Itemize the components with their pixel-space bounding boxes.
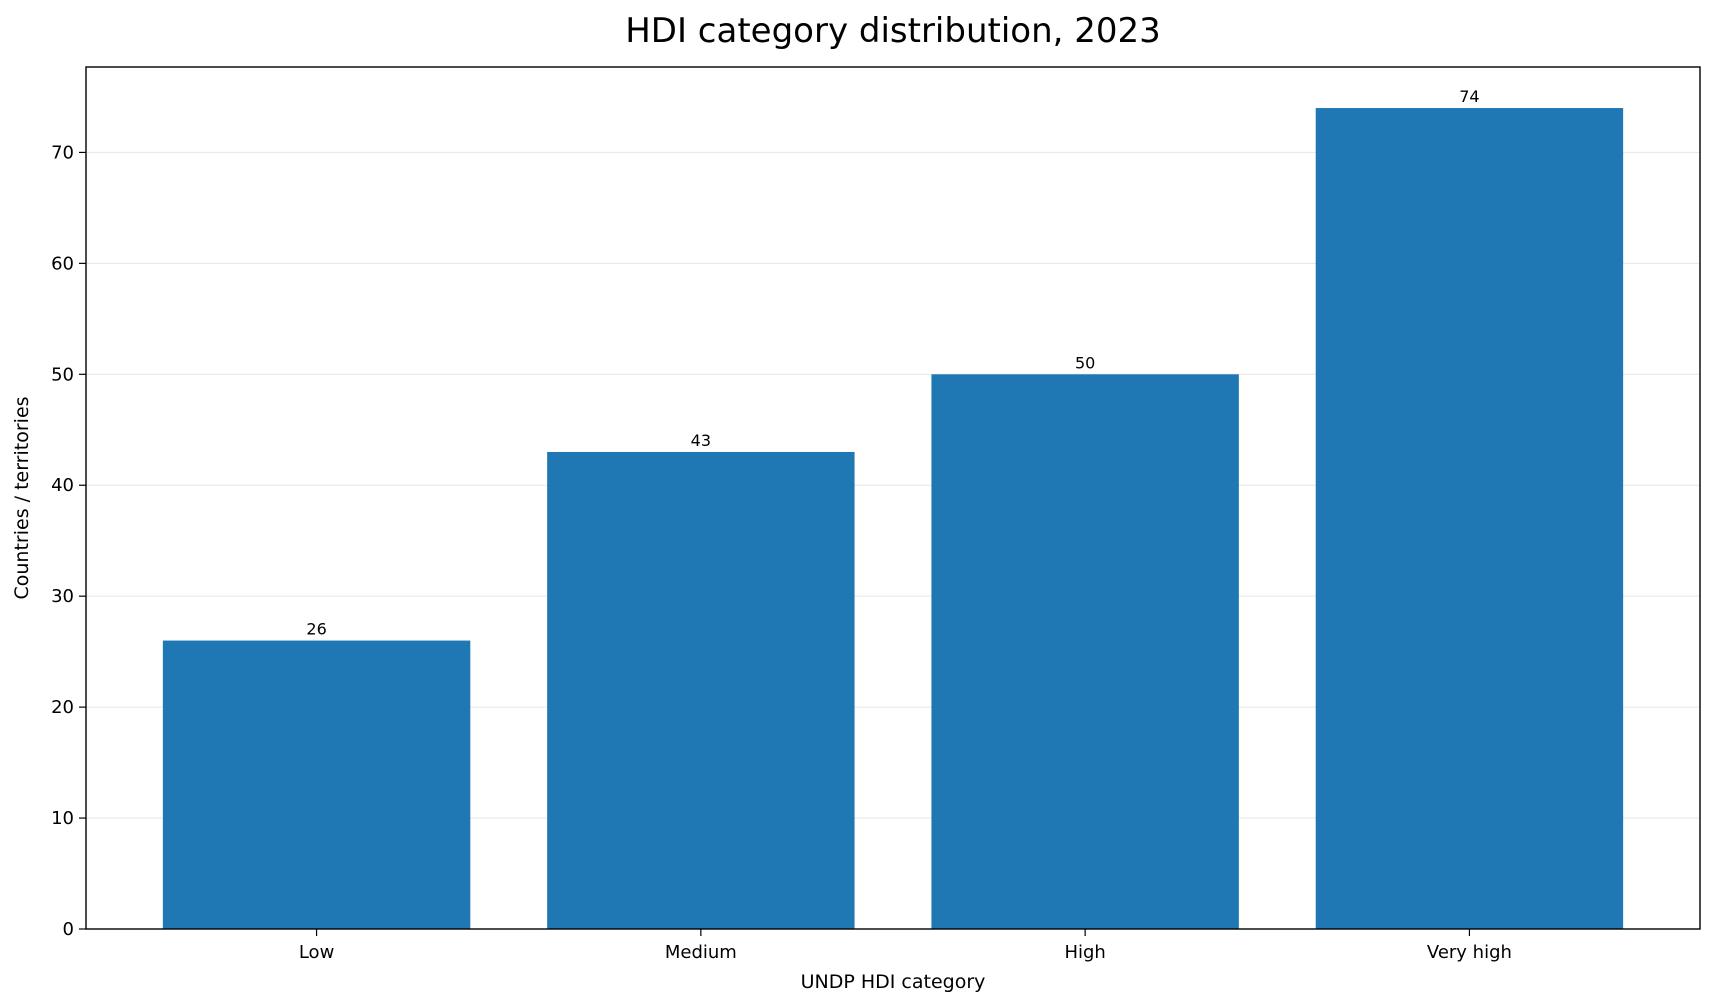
y-tick-label: 30 [51,586,74,607]
bar-medium [547,451,855,929]
y-tick-label: 50 [51,364,74,385]
chart-title: HDI category distribution, 2023 [625,11,1161,51]
bar-high [931,374,1239,929]
y-tick-label: 20 [51,697,74,718]
x-axis-ticks: Low Medium High Very high [299,929,1512,963]
x-axis-label: UNDP HDI category [801,971,986,993]
bar-low [162,640,471,929]
plot-frame [85,66,1701,930]
bar-value-label: 50 [1075,353,1095,372]
y-tick-label: 0 [63,919,74,940]
x-tick-label: Very high [1427,942,1512,963]
bar-value-label: 74 [1459,87,1479,106]
bar-value-labels: 26 43 50 74 [306,87,1479,639]
x-tick-label: Low [299,942,334,963]
bar-very-high [1315,108,1624,930]
bar-value-label: 43 [691,431,711,450]
y-axis-ticks: 0 10 20 30 40 50 60 70 [51,142,86,940]
y-tick-label: 40 [51,475,74,496]
y-axis-label: Countries / territories [11,396,33,599]
bar-value-label: 26 [306,620,326,639]
x-tick-label: High [1064,942,1105,963]
y-tick-label: 60 [51,253,74,274]
x-tick-label: Medium [665,942,737,963]
y-tick-label: 70 [51,142,74,163]
bars [162,108,1624,930]
y-tick-label: 10 [51,808,74,829]
